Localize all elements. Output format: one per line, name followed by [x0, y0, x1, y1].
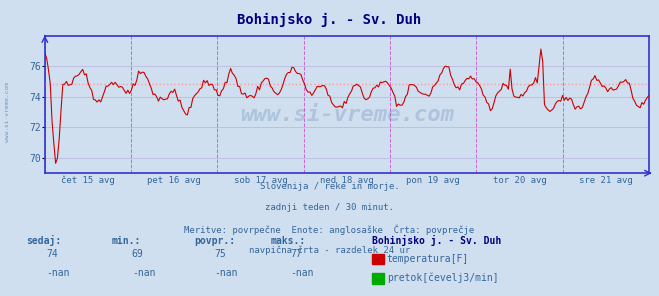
Text: temperatura[F]: temperatura[F]	[387, 254, 469, 264]
Text: 74: 74	[46, 249, 58, 259]
Text: 77: 77	[290, 249, 302, 259]
Text: -nan: -nan	[214, 268, 238, 278]
Text: min.:: min.:	[112, 236, 142, 246]
Text: -nan: -nan	[132, 268, 156, 278]
Text: pretok[čevelj3/min]: pretok[čevelj3/min]	[387, 273, 498, 284]
Text: www.si-vreme.com: www.si-vreme.com	[5, 83, 11, 142]
Text: Bohinjsko j. - Sv. Duh: Bohinjsko j. - Sv. Duh	[372, 235, 501, 246]
Text: 69: 69	[132, 249, 144, 259]
Text: Meritve: povrpečne  Enote: anglosaške  Črta: povprečje: Meritve: povrpečne Enote: anglosaške Črt…	[185, 225, 474, 235]
Text: 75: 75	[214, 249, 226, 259]
Text: sedaj:: sedaj:	[26, 235, 61, 246]
Text: Bohinjsko j. - Sv. Duh: Bohinjsko j. - Sv. Duh	[237, 13, 422, 28]
Text: Slovenija / reke in morje.: Slovenija / reke in morje.	[260, 182, 399, 191]
Text: zadnji teden / 30 minut.: zadnji teden / 30 minut.	[265, 203, 394, 212]
Text: -nan: -nan	[290, 268, 314, 278]
Text: maks.:: maks.:	[270, 236, 305, 246]
Text: navpična črta - razdelek 24 ur: navpična črta - razdelek 24 ur	[249, 246, 410, 255]
Text: povpr.:: povpr.:	[194, 236, 235, 246]
Text: www.si-vreme.com: www.si-vreme.com	[240, 105, 454, 125]
Text: -nan: -nan	[46, 268, 70, 278]
